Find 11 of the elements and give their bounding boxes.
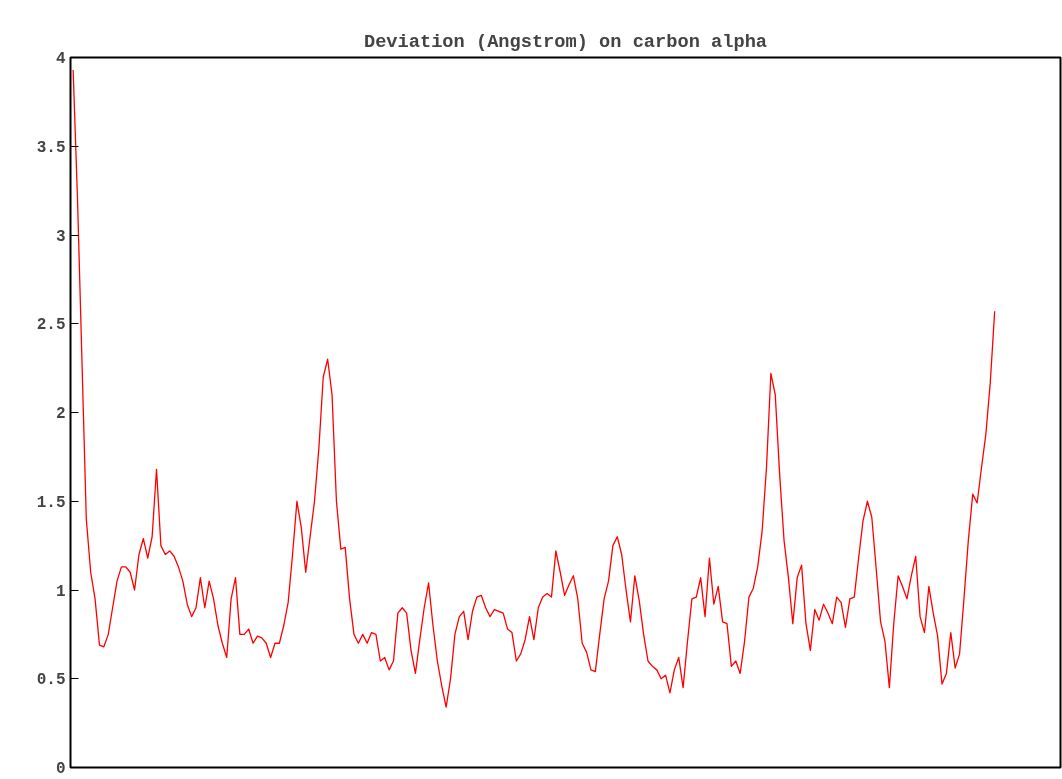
y-tick-label: 3 (55, 227, 66, 246)
chart-title: Deviation (Angstrom) on carbon alpha (363, 30, 768, 53)
y-tick-label: 0.5 (36, 671, 66, 690)
y-tick-label: 4 (55, 50, 66, 68)
y-tick-label: 1 (55, 582, 66, 601)
y-tick-label: 3.5 (36, 138, 66, 157)
y-tick-label: 0 (55, 760, 66, 778)
line-series (72, 69, 996, 708)
y-tick-label: 2.5 (36, 316, 66, 335)
y-tick-label: 2 (55, 405, 66, 423)
y-tick-label: 1.5 (36, 493, 66, 512)
